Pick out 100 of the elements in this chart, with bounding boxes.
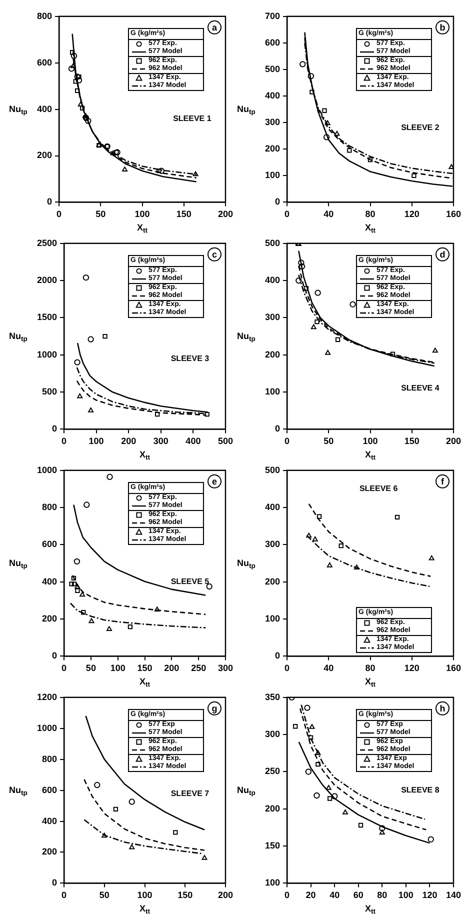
x-tick-label: 20 xyxy=(306,890,316,900)
y-tick-label: 0 xyxy=(275,196,280,207)
y-tick-label: 150 xyxy=(264,840,280,851)
y-tick-label: 100 xyxy=(264,614,280,624)
x-tick-label: 0 xyxy=(284,890,290,900)
y-tick-label: 400 xyxy=(36,104,52,114)
x-tick-label: 80 xyxy=(365,209,376,220)
x-tick-label: 100 xyxy=(88,436,104,446)
y-tick-label: 400 xyxy=(264,502,280,512)
x-tick-label: 120 xyxy=(404,663,420,674)
x-tick-label: 40 xyxy=(324,663,334,674)
x-tick-label: 100 xyxy=(134,209,150,220)
y-tick-label: 600 xyxy=(264,37,280,48)
annotation: SLEEVE 5 xyxy=(170,577,210,586)
x-tick-label: 150 xyxy=(137,663,152,674)
y-tick-label: 200 xyxy=(36,150,52,160)
y-tick-label: 400 xyxy=(264,90,280,101)
y-tick-label: 200 xyxy=(264,349,280,360)
y-tick-label: 200 xyxy=(264,803,280,814)
x-tick-label: 50 xyxy=(96,209,106,220)
text: e xyxy=(212,476,217,486)
x-tick-label: 200 xyxy=(446,436,462,446)
x-tick-label: 80 xyxy=(365,663,376,674)
y-tick-label: 600 xyxy=(42,784,58,795)
y-tick-label: 600 xyxy=(42,539,58,550)
annotation: SLEEVE 4 xyxy=(401,384,440,393)
x-tick-label: 100 xyxy=(137,890,152,900)
y-tick-label: 500 xyxy=(264,238,280,248)
annotation: SLEEVE 1 xyxy=(173,114,212,123)
y-tick-label: 300 xyxy=(264,539,280,550)
text: d xyxy=(440,249,446,260)
y-tick-label: 800 xyxy=(42,754,58,764)
y-tick-label: 1500 xyxy=(36,312,58,322)
y-tick-label: 100 xyxy=(264,386,280,397)
y-tick-label: 200 xyxy=(264,144,280,154)
x-tick-label: 150 xyxy=(176,209,192,220)
x-tick-label: 60 xyxy=(353,890,364,900)
x-tick-label: 40 xyxy=(324,209,334,220)
x-tick-label: 50 xyxy=(324,436,334,446)
x-tick-label: 0 xyxy=(284,209,290,220)
y-tick-label: 400 xyxy=(42,816,58,826)
y-tick-label: 350 xyxy=(264,692,280,702)
y-tick-label: 0 xyxy=(275,650,280,661)
y-tick-label: 200 xyxy=(42,846,58,857)
text: b xyxy=(440,22,446,32)
y-tick-label: 300 xyxy=(264,312,280,322)
x-tick-label: 150 xyxy=(178,890,193,900)
y-tick-label: 200 xyxy=(42,614,58,624)
y-tick-label: 1000 xyxy=(36,349,58,360)
y-tick-label: 800 xyxy=(42,502,58,512)
x-tick-label: 160 xyxy=(446,663,462,674)
x-tick-label: 250 xyxy=(191,663,206,674)
text: g xyxy=(212,703,218,714)
x-tick-label: 200 xyxy=(218,209,234,220)
x-tick-label: 400 xyxy=(186,436,201,446)
y-tick-label: 700 xyxy=(264,10,280,21)
y-tick-label: 2000 xyxy=(36,275,58,286)
y-tick-label: 0 xyxy=(52,424,58,434)
y-tick-label: 100 xyxy=(264,170,280,180)
y-tick-label: 400 xyxy=(42,576,58,586)
x-tick-label: 200 xyxy=(121,436,136,446)
text: h xyxy=(440,703,446,714)
y-tick-label: 400 xyxy=(264,275,280,286)
annotation: SLEEVE 2 xyxy=(401,123,440,132)
text: c xyxy=(212,249,217,260)
x-tick-label: 0 xyxy=(62,663,67,674)
y-tick-label: 2500 xyxy=(36,238,58,248)
y-tick-label: 250 xyxy=(264,766,280,776)
x-tick-label: 140 xyxy=(446,890,462,900)
x-tick-label: 0 xyxy=(62,890,67,900)
y-tick-label: 300 xyxy=(264,117,280,128)
y-tick-label: 0 xyxy=(275,424,280,434)
y-tick-label: 100 xyxy=(264,878,280,888)
text: f xyxy=(440,476,445,486)
x-tick-label: 0 xyxy=(284,436,290,446)
annotation: SLEEVE 7 xyxy=(170,789,210,798)
y-tick-label: 300 xyxy=(264,729,280,740)
x-tick-label: 40 xyxy=(330,890,340,900)
x-tick-label: 500 xyxy=(218,436,234,446)
y-tick-label: 500 xyxy=(42,386,58,397)
x-tick-label: 100 xyxy=(362,436,378,446)
x-tick-label: 80 xyxy=(377,890,388,900)
x-tick-label: 300 xyxy=(153,436,168,446)
y-tick-label: 1200 xyxy=(36,692,58,702)
annotation: SLEEVE 6 xyxy=(359,484,398,494)
y-tick-label: 0 xyxy=(52,878,58,888)
y-tick-label: 0 xyxy=(47,196,52,207)
x-tick-label: 120 xyxy=(404,209,420,220)
annotation: SLEEVE 3 xyxy=(170,354,210,363)
y-tick-label: 0 xyxy=(52,650,58,661)
x-tick-label: 120 xyxy=(422,890,438,900)
y-tick-label: 1000 xyxy=(36,464,58,475)
x-tick-label: 50 xyxy=(99,890,110,900)
x-tick-label: 0 xyxy=(284,663,290,674)
x-tick-label: 0 xyxy=(62,436,67,446)
x-tick-label: 200 xyxy=(218,890,234,900)
x-tick-label: 100 xyxy=(398,890,414,900)
annotation: SLEEVE 8 xyxy=(401,786,440,795)
x-tick-label: 160 xyxy=(446,209,462,220)
y-tick-label: 500 xyxy=(264,64,280,74)
